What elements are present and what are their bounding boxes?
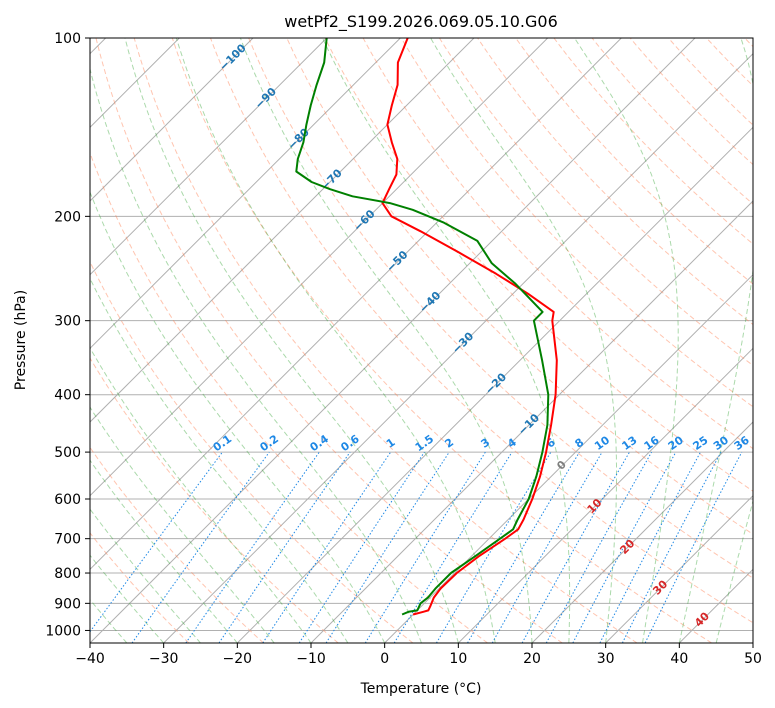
y-tick-label: 400 <box>54 388 81 404</box>
isotherm-line <box>163 52 753 643</box>
mixing-ratio-line <box>393 451 513 643</box>
sounding-profiles <box>295 38 558 616</box>
isotherm-line <box>457 347 753 643</box>
mixing-ratio-line <box>262 451 392 643</box>
x-tick-label: 0 <box>380 651 389 667</box>
x-tick-label: −20 <box>223 651 253 667</box>
moist-adiabat-line <box>90 346 312 643</box>
mixing-ratio-line <box>545 451 653 643</box>
mixing-ratio-line <box>599 451 701 643</box>
isotherm-line <box>605 494 753 643</box>
mixing-ratio-line <box>364 451 486 643</box>
y-tick-label: 800 <box>54 566 81 582</box>
dry-adiabat-line <box>286 38 753 535</box>
dry-adiabats <box>90 38 753 643</box>
moist-adiabats <box>90 38 753 643</box>
x-axis-label: Temperature (°C) <box>360 681 482 697</box>
moist-adiabat-line <box>678 38 753 643</box>
mixing-ratio-line <box>298 451 425 643</box>
y-tick-label: 900 <box>54 596 81 612</box>
dry-adiabat-line <box>400 38 753 408</box>
dry-adiabat-line <box>362 38 753 450</box>
dry-adiabat-line <box>90 357 339 643</box>
moist-adiabat-line <box>715 499 753 643</box>
isotherm-line <box>90 38 696 643</box>
dry-adiabat-line <box>95 38 563 643</box>
isotherm-line <box>90 38 475 423</box>
dry-adiabat-line <box>90 151 488 643</box>
dry-adiabat-line <box>248 38 753 579</box>
y-axis-ticks: 100 200 300 400 500 600 700 800 900 1000 <box>45 31 90 639</box>
mixing-ratio-line <box>90 451 223 633</box>
y-tick-label: 1000 <box>45 623 81 639</box>
x-tick-label: 30 <box>597 651 615 667</box>
y-tick-label: 500 <box>54 445 81 461</box>
dry-adiabat-line <box>438 38 753 366</box>
mixing-ratio-line <box>521 451 630 643</box>
isotherm-grid <box>90 38 753 643</box>
x-axis-ticks: −40 −30 −20 −10 0 10 20 30 40 50 <box>75 643 762 667</box>
moist-adiabat-line <box>90 277 349 643</box>
y-tick-label: 100 <box>54 31 81 47</box>
mixing-ratio-line <box>131 451 270 643</box>
dry-adiabat-line <box>133 38 638 643</box>
x-tick-label: −40 <box>75 651 105 667</box>
isotherm-line <box>531 421 753 643</box>
y-tick-label: 600 <box>54 492 81 508</box>
mixing-ratio-line <box>435 451 552 643</box>
moist-adiabat-line <box>90 406 275 643</box>
temperature-profile <box>381 38 558 616</box>
dewpoint-profile <box>295 38 550 616</box>
dry-adiabat-line <box>324 38 753 492</box>
x-tick-label: 40 <box>670 651 688 667</box>
mixing-ratio-line <box>325 451 450 643</box>
mixing-ratio-line <box>572 451 677 643</box>
dry-adiabat-line <box>210 38 753 624</box>
moist-adiabat-line <box>124 38 459 643</box>
mixing-ratio-line <box>185 451 320 643</box>
mixing-ratio-line <box>621 451 722 643</box>
dry-adiabat-line <box>591 38 753 205</box>
dry-adiabat-line <box>553 38 753 245</box>
isotherm-line <box>384 273 753 643</box>
isotherm-line <box>90 38 401 350</box>
x-tick-label: 10 <box>449 651 467 667</box>
y-tick-label: 200 <box>54 209 81 225</box>
isotherm-line <box>310 200 753 643</box>
plot-frame <box>89 37 754 644</box>
isotherm-line <box>90 38 254 202</box>
isotherm-line <box>90 38 622 571</box>
dry-adiabat-line <box>90 532 190 643</box>
x-tick-label: 50 <box>744 651 762 667</box>
y-tick-label: 300 <box>54 314 81 330</box>
y-tick-label: 700 <box>54 532 81 548</box>
mixing-ratio-line <box>644 451 743 643</box>
mixing-ratio-lines <box>90 451 743 643</box>
moist-adiabat-line <box>90 66 422 643</box>
x-tick-label: −10 <box>296 651 326 667</box>
y-axis-label: Pressure (hPa) <box>13 290 29 390</box>
moist-adiabat-line <box>90 459 238 643</box>
isobar-grid <box>90 38 753 631</box>
moist-adiabat-line <box>430 38 617 643</box>
moist-adiabat-line <box>322 38 571 643</box>
x-tick-label: 20 <box>523 651 541 667</box>
isotherm-line <box>90 38 549 497</box>
dry-adiabat-line <box>477 38 753 326</box>
moist-adiabat-line <box>574 38 679 643</box>
moist-adiabat-line <box>175 38 496 643</box>
mixing-ratio-line <box>218 451 351 643</box>
moist-adiabat-line <box>239 38 533 643</box>
isotherm-line <box>236 126 753 643</box>
isotherm-line <box>90 38 328 276</box>
moist-adiabat-line <box>90 190 386 643</box>
dry-adiabat-line <box>90 260 414 643</box>
chart-title: wetPf2_S199.2026.069.05.10.G06 <box>284 12 558 32</box>
x-tick-label: −30 <box>149 651 179 667</box>
dry-adiabat-line <box>171 38 712 643</box>
